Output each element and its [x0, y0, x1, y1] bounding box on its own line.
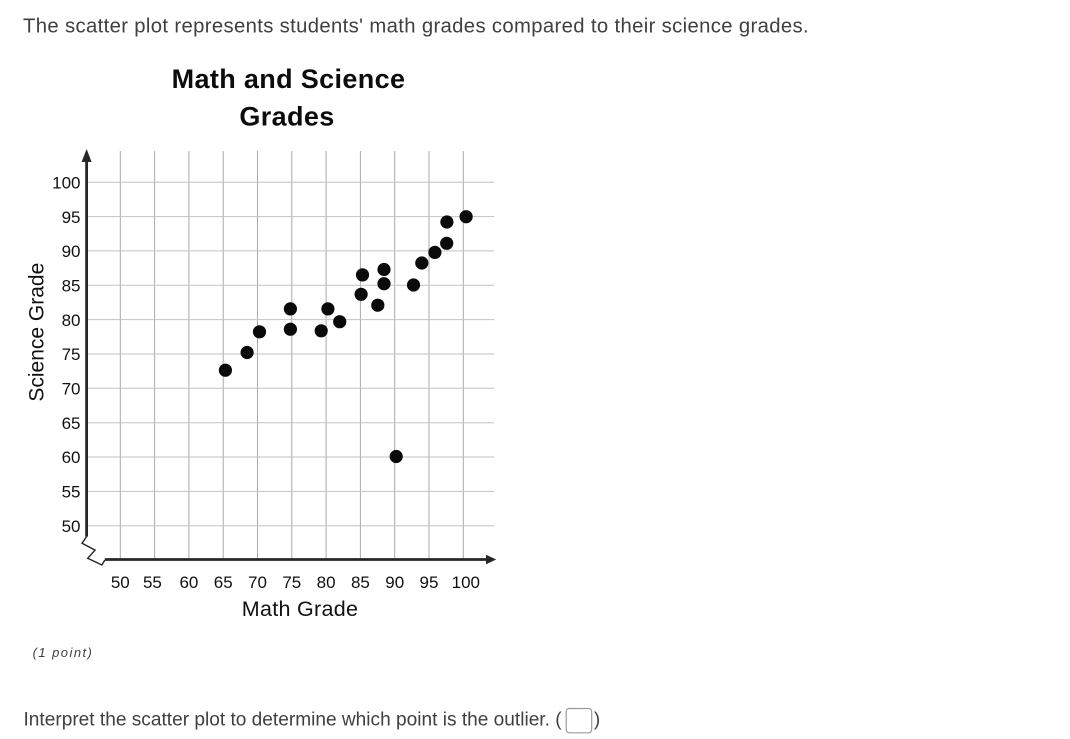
svg-text:100: 100	[452, 573, 480, 592]
svg-text:Interpret the scatter plot to: Interpret the scatter plot to determine …	[24, 710, 563, 731]
svg-text:70: 70	[62, 380, 81, 399]
svg-text:(1 point): (1 point)	[33, 645, 94, 660]
svg-text:60: 60	[62, 448, 81, 467]
svg-text:85: 85	[62, 276, 81, 295]
svg-text:85: 85	[351, 573, 370, 592]
svg-text:Science Grade: Science Grade	[26, 263, 49, 402]
svg-text:Grades: Grades	[239, 102, 334, 132]
svg-text:50: 50	[62, 517, 81, 536]
svg-text:80: 80	[62, 311, 81, 330]
svg-text:95: 95	[62, 208, 81, 227]
svg-text:Math and Science: Math and Science	[172, 64, 406, 94]
svg-text:75: 75	[62, 345, 81, 364]
svg-text:Math Grade: Math Grade	[242, 597, 359, 621]
svg-text:55: 55	[143, 573, 162, 592]
svg-text:90: 90	[385, 573, 404, 592]
svg-text:65: 65	[62, 414, 81, 433]
svg-text:65: 65	[214, 573, 233, 592]
svg-text:90: 90	[62, 242, 81, 261]
svg-text:): )	[594, 710, 600, 731]
svg-text:75: 75	[282, 573, 301, 592]
svg-text:80: 80	[317, 573, 336, 592]
svg-text:60: 60	[179, 573, 198, 592]
svg-text:The scatter plot represents st: The scatter plot represents students' ma…	[23, 16, 809, 38]
svg-text:70: 70	[248, 573, 267, 592]
svg-text:95: 95	[420, 573, 439, 592]
svg-text:50: 50	[111, 573, 130, 592]
svg-text:55: 55	[62, 483, 81, 502]
svg-text:100: 100	[52, 173, 80, 192]
